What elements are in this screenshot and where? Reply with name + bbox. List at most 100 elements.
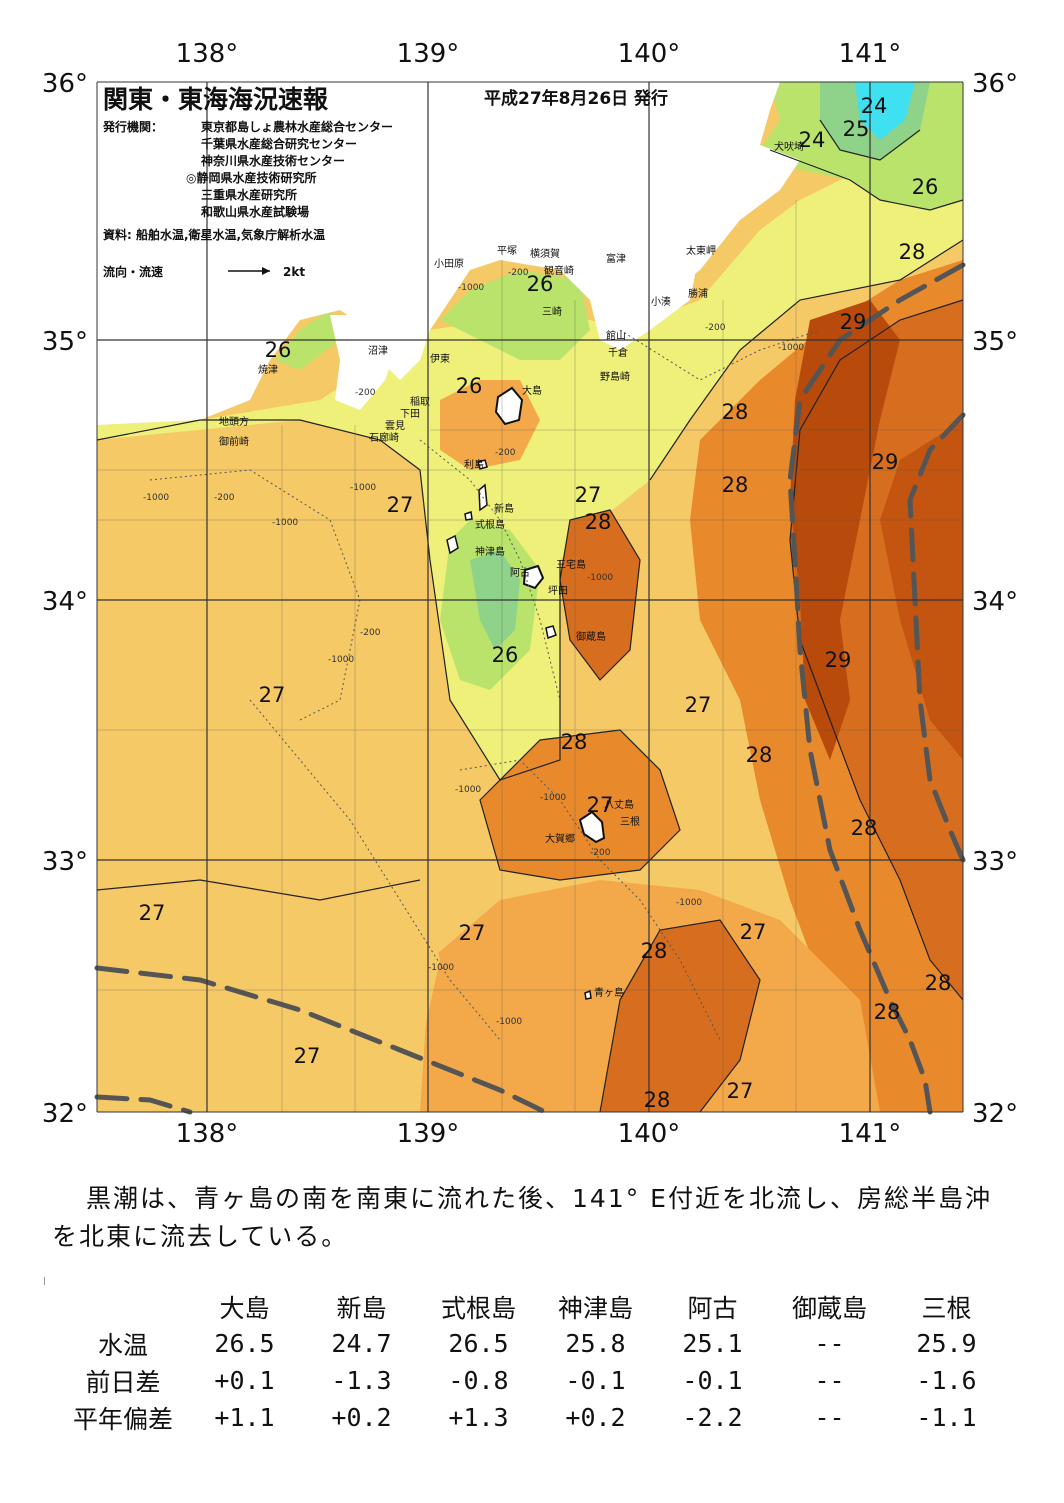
depth-label: -1000: [778, 343, 804, 353]
depth-label: -200: [590, 848, 611, 858]
isotherm-label: 28: [641, 939, 668, 963]
table-row: 平年偏差 +1.1 +0.2 +1.3 +0.2 -2.2 -- -1.1: [60, 1399, 1005, 1436]
lon-label: 139°: [397, 39, 460, 69]
island-shikinejima: [464, 511, 473, 521]
table-cell: -1.1: [916, 1403, 977, 1432]
table-cell: -0.1: [682, 1366, 743, 1395]
place-label: 焼津: [258, 364, 278, 376]
row-header: 水温: [97, 1330, 148, 1360]
divider: [44, 1277, 45, 1285]
depth-label: -1000: [328, 655, 354, 665]
table-cell: +0.2: [565, 1403, 626, 1432]
agency: 東京都島しょ農林水産総合センター: [201, 119, 393, 134]
place-label: 御蔵島: [576, 630, 606, 643]
depth-label: -1000: [540, 793, 566, 803]
isotherm-label: 27: [294, 1044, 321, 1068]
place-label: 三宅島: [556, 558, 586, 571]
lat-label: 36°: [972, 69, 1018, 99]
agencies-label: 発行機関：: [102, 119, 163, 134]
lat-label: 35°: [972, 327, 1018, 357]
lon-label: 138°: [176, 39, 239, 69]
place-label: 雲見: [385, 420, 405, 432]
lat-label: 34°: [42, 587, 88, 617]
island-kozushima: [446, 534, 459, 555]
isotherm-label: 28: [925, 971, 952, 995]
summary-text: 黒潮は、青ヶ島の南を南東に流れた後、141° E付近を北流し、房総半島沖を北東に…: [52, 1184, 992, 1251]
lat-label: 34°: [972, 587, 1018, 617]
place-label: 太東岬: [686, 244, 716, 257]
land-boso: [600, 230, 700, 350]
table-cell: --: [814, 1329, 845, 1358]
latitude-labels-right: 36° 35° 34° 33° 32°: [972, 69, 1018, 1129]
arrowhead-icon: [262, 267, 270, 275]
column-header: 三根: [921, 1293, 972, 1323]
isotherm-label: 29: [840, 310, 867, 334]
agency: 三重県水産研究所: [201, 187, 297, 202]
place-label: 地頭方: [219, 415, 249, 428]
row-header: 平年偏差: [72, 1404, 173, 1434]
isotherm-label: 28: [585, 510, 612, 534]
sea-surface-temperature-map: 138° 139° 140° 141° 138° 139° 140° 141° …: [42, 39, 1018, 1149]
isotherm-label: 27: [139, 901, 166, 925]
sst-28-aogashima: [600, 920, 760, 1112]
column-header: 阿古: [687, 1293, 738, 1323]
place-label: 青ヶ島: [594, 986, 624, 999]
table-cell: -1.3: [331, 1366, 392, 1395]
place-label: 利島: [464, 458, 484, 471]
place-label: 小田原: [434, 258, 464, 270]
isotherm-label: 29: [872, 450, 899, 474]
isotherm-label: 28: [851, 816, 878, 840]
isotherm-label: 27: [685, 693, 712, 717]
column-header: 式根島: [440, 1293, 516, 1323]
depth-label: -1000: [496, 1017, 522, 1027]
lat-label: 32°: [42, 1099, 88, 1129]
data-sources: 資料: 船舶水温,衛星水温,気象庁解析水温: [103, 227, 325, 242]
place-label: 伊東: [430, 352, 450, 365]
place-label: 神津島: [475, 545, 505, 558]
longitude-labels-top: 138° 139° 140° 141°: [176, 39, 902, 69]
lon-label: 140°: [618, 1119, 681, 1149]
isotherm-label: 28: [561, 730, 588, 754]
isotherm-label: 27: [259, 683, 286, 707]
table-corner: [60, 1288, 186, 1325]
depth-label: -200: [508, 268, 529, 278]
table-cell: 24.7: [331, 1329, 392, 1358]
isotherm-label: 28: [644, 1088, 671, 1112]
isotherm-label: 26: [912, 175, 939, 199]
depth-label: -1000: [143, 493, 169, 503]
place-label: 稲取: [410, 396, 430, 408]
depth-label: -1000: [458, 283, 484, 293]
place-label: 平塚: [497, 245, 517, 257]
isotherm-label: 24: [861, 94, 888, 118]
table-cell: -1.6: [916, 1366, 977, 1395]
sst-28-miyake: [560, 510, 640, 680]
row-header: 前日差: [85, 1367, 161, 1397]
depth-label: -1000: [428, 963, 454, 973]
isotherm-label: 29: [825, 648, 852, 672]
place-label: 勝浦: [688, 287, 708, 300]
depth-label: -1000: [676, 898, 702, 908]
depth-label: -1000: [587, 573, 613, 583]
place-label: 沼津: [368, 344, 388, 357]
place-label: 千倉: [608, 346, 628, 359]
table-cell: -2.2: [682, 1403, 743, 1432]
lon-label: 140°: [618, 39, 681, 69]
place-label: 坪田: [548, 584, 568, 597]
isotherm-label: 26: [492, 643, 519, 667]
table-cell: -0.1: [565, 1366, 626, 1395]
depth-label: -1000: [272, 518, 298, 528]
agency: ◎静岡県水産技術研究所: [186, 170, 316, 185]
table-cell: --: [814, 1366, 845, 1395]
island-hachijojima: [578, 810, 606, 844]
depth-label: -200: [495, 448, 516, 458]
column-header: 神津島: [557, 1293, 633, 1323]
column-header: 新島: [336, 1293, 387, 1323]
agency: 和歌山県水産試験場: [200, 204, 309, 219]
isotherm-label: 25: [843, 117, 870, 141]
table-cell: -0.8: [448, 1366, 509, 1395]
isotherm-label: 27: [575, 483, 602, 507]
place-label: 小湊: [651, 295, 671, 308]
isotherm-label: 28: [874, 1000, 901, 1024]
isotherm-label: 26: [265, 338, 292, 362]
island-toshima: [477, 459, 488, 470]
